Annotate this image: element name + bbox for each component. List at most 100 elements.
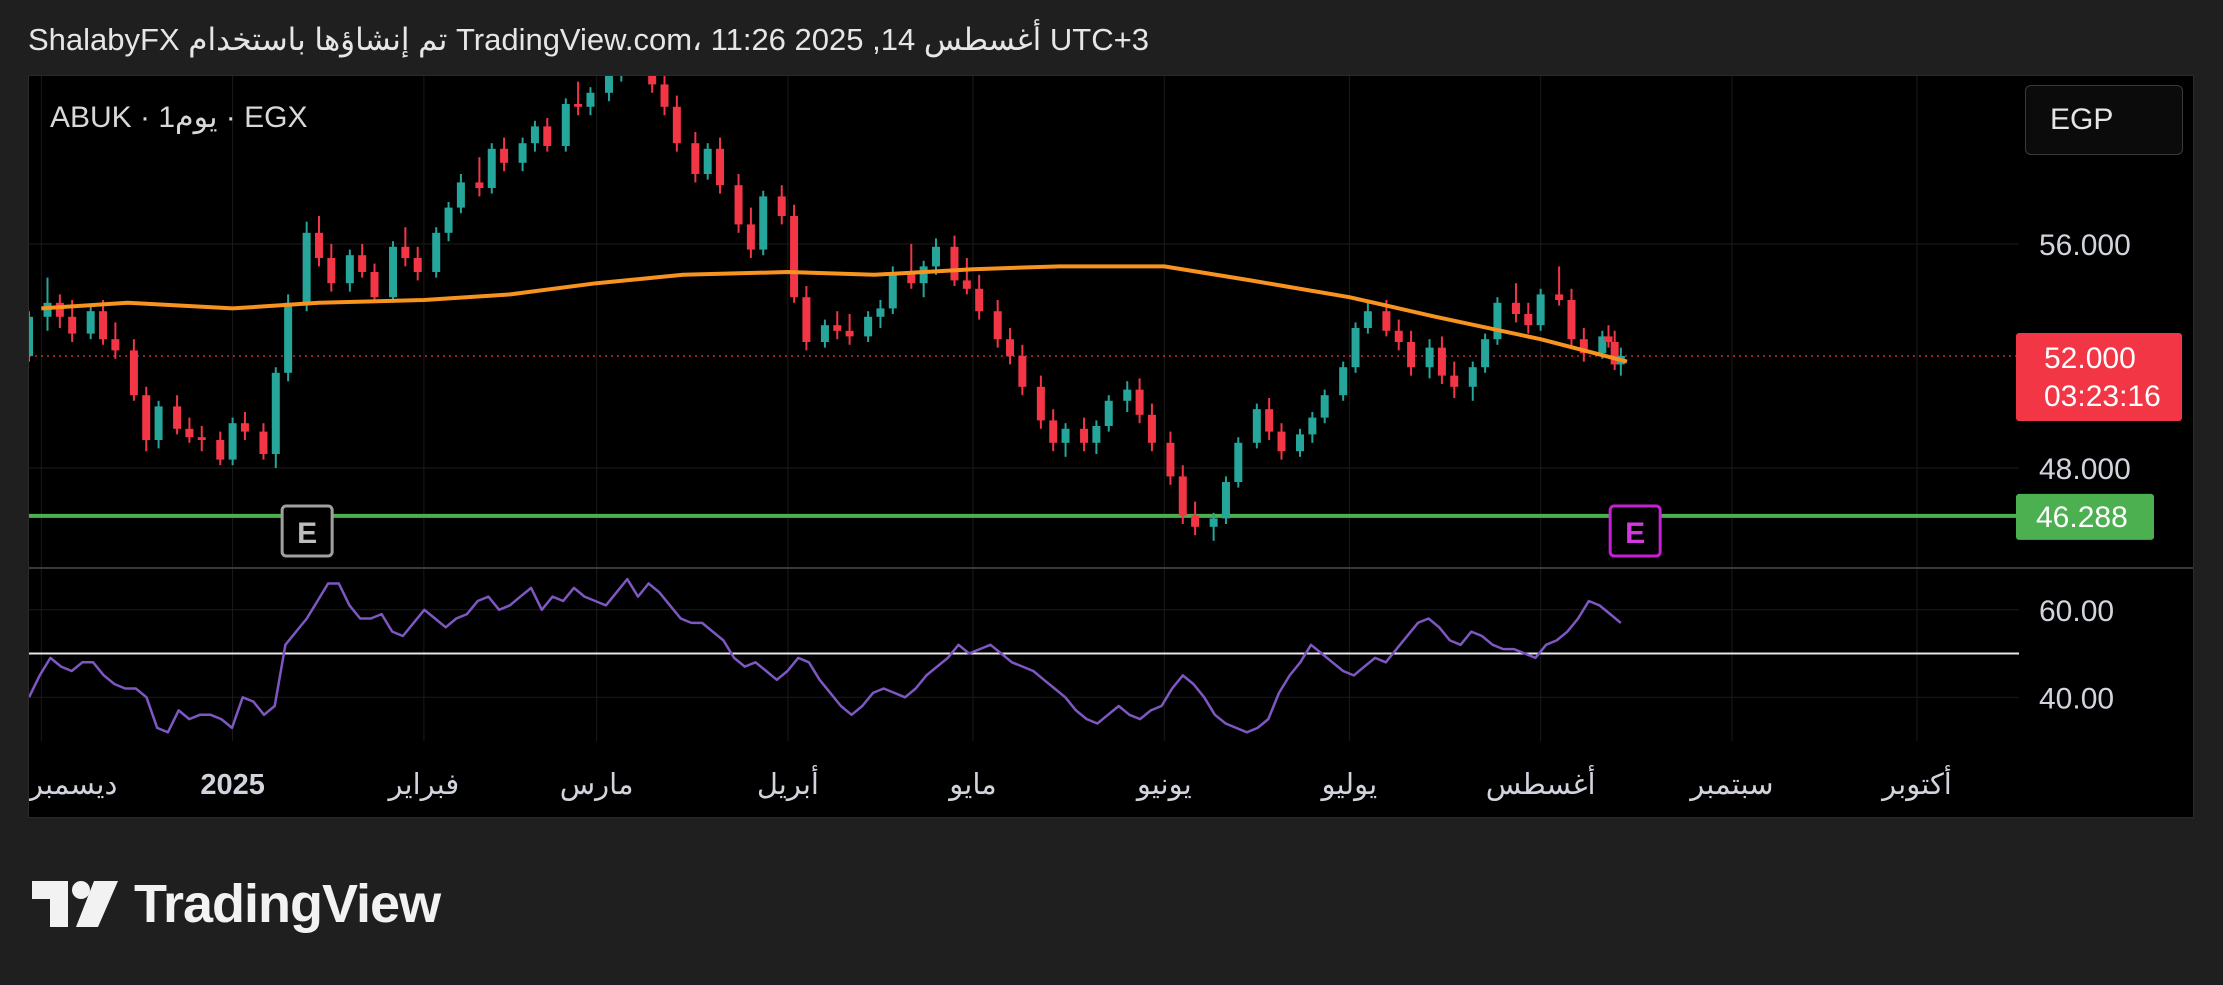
- candle-up: [561, 104, 570, 146]
- symbol-label[interactable]: ABUK · 1يوم · EGX: [50, 101, 308, 134]
- candle-up: [271, 372, 280, 454]
- candle-up: [1468, 367, 1477, 387]
- candle-down: [1437, 347, 1446, 376]
- time-axis-label: يونيو: [1135, 769, 1192, 801]
- candle-down: [833, 325, 842, 331]
- candle-up: [1425, 347, 1434, 368]
- candle-down: [1407, 342, 1416, 368]
- candle-up: [1061, 428, 1070, 443]
- time-axis-label: أغسطس: [1486, 764, 1596, 801]
- time-axis-label: أكتوبر: [1880, 764, 1952, 801]
- candle-up: [820, 325, 829, 342]
- indicator-axis-label: 40.00: [2039, 682, 2114, 715]
- candle-up: [1493, 302, 1502, 340]
- level-price-badge-bg: [2016, 493, 2154, 540]
- candle-down: [777, 196, 786, 216]
- candle-down: [55, 302, 64, 317]
- indicator-axis-label: 60.00: [2039, 595, 2114, 628]
- candle-down: [574, 104, 583, 107]
- candle-down: [358, 255, 367, 272]
- candle-down: [68, 316, 77, 334]
- candle-up: [302, 232, 311, 303]
- candle-down: [1579, 339, 1588, 354]
- candle-down: [401, 246, 410, 258]
- candle-down: [1265, 409, 1274, 432]
- candle-up: [29, 316, 33, 356]
- last-price-badge: 52.000 03:23:16: [2016, 333, 2182, 421]
- candle-down: [129, 350, 138, 396]
- candle-down: [475, 182, 484, 188]
- candle-up: [888, 272, 897, 309]
- candle-down: [648, 76, 657, 85]
- candle-down: [746, 224, 755, 250]
- earnings-marker-label: E: [1625, 517, 1645, 550]
- tradingview-logo[interactable]: TradingView: [32, 873, 441, 935]
- level-price-value: 46.288: [2036, 501, 2128, 534]
- candle-up: [1092, 426, 1101, 443]
- candle-down: [413, 258, 422, 272]
- candle-up: [703, 148, 712, 174]
- candle-up: [604, 76, 613, 93]
- time-axis-label: يوليو: [1320, 769, 1378, 801]
- moving-average-line: [41, 264, 1628, 364]
- tradingview-logo-text: TradingView: [134, 874, 441, 934]
- candle-down: [1567, 300, 1576, 340]
- time-axis-label: مايو: [947, 769, 996, 801]
- time-axis-label: سبتمبر: [1688, 769, 1773, 801]
- candle-down: [950, 246, 959, 281]
- candle-up: [1252, 409, 1261, 443]
- candle-down: [907, 272, 916, 284]
- candle-down: [1191, 515, 1200, 527]
- candle-down: [142, 395, 151, 440]
- candle-down: [1450, 375, 1459, 387]
- candle-up: [228, 423, 237, 460]
- candle-down: [500, 148, 509, 163]
- candle-up: [1481, 339, 1490, 368]
- candle-down: [99, 311, 108, 340]
- candle-up: [1320, 395, 1329, 418]
- candle-up: [919, 266, 928, 284]
- candle-up: [1221, 482, 1230, 519]
- candle-down: [1382, 311, 1391, 331]
- candle-up: [1209, 518, 1218, 527]
- time-axis-label: فبراير: [387, 769, 460, 801]
- last-price-value: 52.000: [2044, 342, 2136, 375]
- candle-up: [1308, 417, 1317, 435]
- candle-down: [1049, 420, 1058, 443]
- candle-up: [1234, 442, 1243, 482]
- candle-up: [759, 196, 768, 250]
- candle-down: [734, 185, 743, 225]
- grid-lines: [29, 76, 2193, 741]
- candle-down: [1511, 302, 1520, 314]
- candle-up: [586, 92, 595, 107]
- time-axis-label: مارس: [560, 769, 634, 801]
- candle-down: [1604, 336, 1613, 342]
- candle-up: [432, 232, 441, 272]
- indicator-pane: [29, 577, 2019, 734]
- candle-up: [864, 316, 873, 337]
- candle-up: [456, 182, 465, 208]
- candle-down: [185, 428, 194, 438]
- candle-down: [1178, 476, 1187, 516]
- candle-up: [1123, 389, 1132, 401]
- candle-down: [314, 232, 323, 258]
- candle-up: [1536, 294, 1545, 326]
- candle-up: [444, 207, 453, 233]
- candle-up: [345, 255, 354, 284]
- candle-down: [672, 106, 681, 144]
- earnings-marker: E: [280, 504, 334, 558]
- earnings-marker-box: [280, 504, 334, 558]
- candle-up: [1363, 311, 1372, 328]
- level-price-badge: 46.288: [2016, 493, 2154, 540]
- currency-button[interactable]: EGP: [2025, 85, 2183, 155]
- candle-up: [1351, 328, 1360, 368]
- candle-up: [518, 143, 527, 163]
- candle-down: [660, 84, 669, 107]
- earnings-marker-box: [1608, 504, 1662, 558]
- candle-down: [993, 311, 1002, 340]
- candle-down: [1080, 428, 1089, 443]
- price-axis-label: 56.000: [2039, 229, 2131, 262]
- indicator-line: [29, 577, 1622, 734]
